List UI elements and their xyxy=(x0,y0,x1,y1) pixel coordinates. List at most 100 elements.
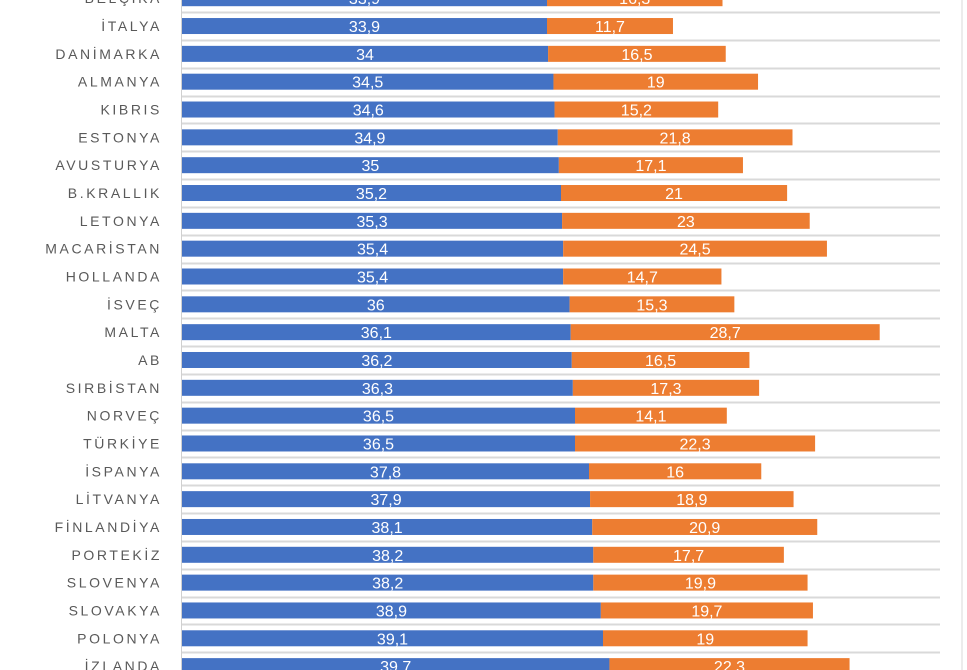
data-label: 14,7 xyxy=(627,270,658,287)
bar-series-2 xyxy=(593,546,784,563)
data-label: 33,9 xyxy=(349,0,380,8)
data-label: 16,3 xyxy=(619,0,650,8)
bar-series-1 xyxy=(182,0,548,7)
data-label: 23 xyxy=(677,214,695,231)
data-label: 19,7 xyxy=(691,603,722,620)
bar-series-2 xyxy=(554,101,719,118)
data-label: 34 xyxy=(356,47,374,64)
data-label: 36,5 xyxy=(363,436,394,453)
data-label: 24,5 xyxy=(679,242,710,259)
bar-series-2 xyxy=(609,658,850,670)
data-label: 37,8 xyxy=(370,464,401,481)
category-label: İTALYA xyxy=(101,17,162,34)
category-label: ESTONYA xyxy=(78,129,162,145)
category-label: BELÇİKA xyxy=(85,0,162,6)
bar-series-1 xyxy=(182,518,593,535)
category-label: POLONYA xyxy=(77,630,162,646)
category-label: NORVEÇ xyxy=(87,408,162,424)
bar-series-2 xyxy=(602,630,808,647)
data-label: 35,2 xyxy=(356,186,387,203)
bar-series-1 xyxy=(182,574,594,591)
data-label: 35,4 xyxy=(357,270,388,287)
bar-series-2 xyxy=(558,157,743,174)
data-label: 19,9 xyxy=(685,576,716,593)
data-label: 38,1 xyxy=(372,520,403,537)
bar-series-2 xyxy=(562,212,810,229)
bar-series-1 xyxy=(182,185,561,202)
data-label: 34,5 xyxy=(352,75,383,92)
bar-series-2 xyxy=(563,268,722,285)
category-label: LİTVANYA xyxy=(76,490,162,507)
data-label: 17,7 xyxy=(673,548,704,565)
bar-series-2 xyxy=(592,518,818,535)
category-label: SLOVAKYA xyxy=(69,602,162,618)
bar-series-2 xyxy=(547,0,723,7)
data-label: 17,1 xyxy=(635,158,666,175)
bar-series-1 xyxy=(182,602,601,619)
bar-series-1 xyxy=(182,45,549,62)
category-label: İSPANYA xyxy=(85,462,162,479)
data-label: 34,9 xyxy=(354,130,385,147)
bar-series-2 xyxy=(570,324,880,341)
bar-series-1 xyxy=(182,491,591,508)
category-label: SIRBİSTAN xyxy=(66,379,162,396)
category-label: LETONYA xyxy=(80,213,162,229)
data-label: 16,5 xyxy=(645,353,676,370)
bar-series-2 xyxy=(574,407,727,424)
bar-series-2 xyxy=(561,185,788,202)
data-label: 36,5 xyxy=(363,409,394,426)
bar-series-1 xyxy=(182,73,554,90)
data-label: 38,9 xyxy=(376,603,407,620)
bar-series-1 xyxy=(182,129,558,146)
data-label: 33,9 xyxy=(349,19,380,36)
data-label: 21,8 xyxy=(660,130,691,147)
data-label: 22,3 xyxy=(679,436,710,453)
category-label: AB xyxy=(138,352,162,368)
bar-series-2 xyxy=(563,240,827,257)
bar-series-2 xyxy=(571,351,750,368)
bar-series-1 xyxy=(182,351,572,368)
category-label: TÜRKİYE xyxy=(83,434,162,451)
category-label: İZLANDA xyxy=(85,657,162,670)
category-label: ALMANYA xyxy=(78,74,162,90)
data-label: 35,3 xyxy=(356,214,387,231)
bar-series-2 xyxy=(569,296,735,313)
category-label: PORTEKİZ xyxy=(71,546,162,563)
data-label: 36,2 xyxy=(361,353,392,370)
bar-series-2 xyxy=(572,379,760,396)
data-label: 36,3 xyxy=(362,381,393,398)
data-label: 20,9 xyxy=(689,520,720,537)
bar-series-2 xyxy=(547,18,673,35)
bar-series-1 xyxy=(182,18,548,35)
category-label: B.KRALLIK xyxy=(68,185,162,201)
category-label: KIBRIS xyxy=(100,102,162,118)
category-label: AVUSTURYA xyxy=(55,157,162,173)
bar-series-2 xyxy=(590,491,794,508)
data-label: 38,2 xyxy=(372,548,403,565)
category-label: MACARİSTAN xyxy=(45,240,162,257)
bar-series-1 xyxy=(182,101,555,118)
bar-series-1 xyxy=(182,435,575,452)
data-label: 38,2 xyxy=(372,576,403,593)
data-label: 34,6 xyxy=(353,103,384,120)
bar-series-1 xyxy=(182,379,573,396)
category-label: HOLLANDA xyxy=(66,269,162,285)
category-label: FİNLANDİYA xyxy=(55,518,162,535)
data-label: 16 xyxy=(666,464,684,481)
data-label: 35,4 xyxy=(357,242,388,259)
data-label: 19 xyxy=(647,75,665,92)
data-label: 35 xyxy=(362,158,380,175)
bar-series-2 xyxy=(557,129,793,146)
bar-series-2 xyxy=(593,574,808,591)
bar-series-2 xyxy=(553,73,759,90)
bar-series-2 xyxy=(600,602,813,619)
bar-series-1 xyxy=(182,157,559,174)
bar-series-1 xyxy=(182,296,570,313)
bar-series-1 xyxy=(182,268,564,285)
data-label: 14,1 xyxy=(635,409,666,426)
data-label: 21 xyxy=(665,186,683,203)
bar-series-2 xyxy=(588,463,762,480)
data-label: 15,3 xyxy=(636,297,667,314)
category-label: DANİMARKA xyxy=(55,45,162,62)
